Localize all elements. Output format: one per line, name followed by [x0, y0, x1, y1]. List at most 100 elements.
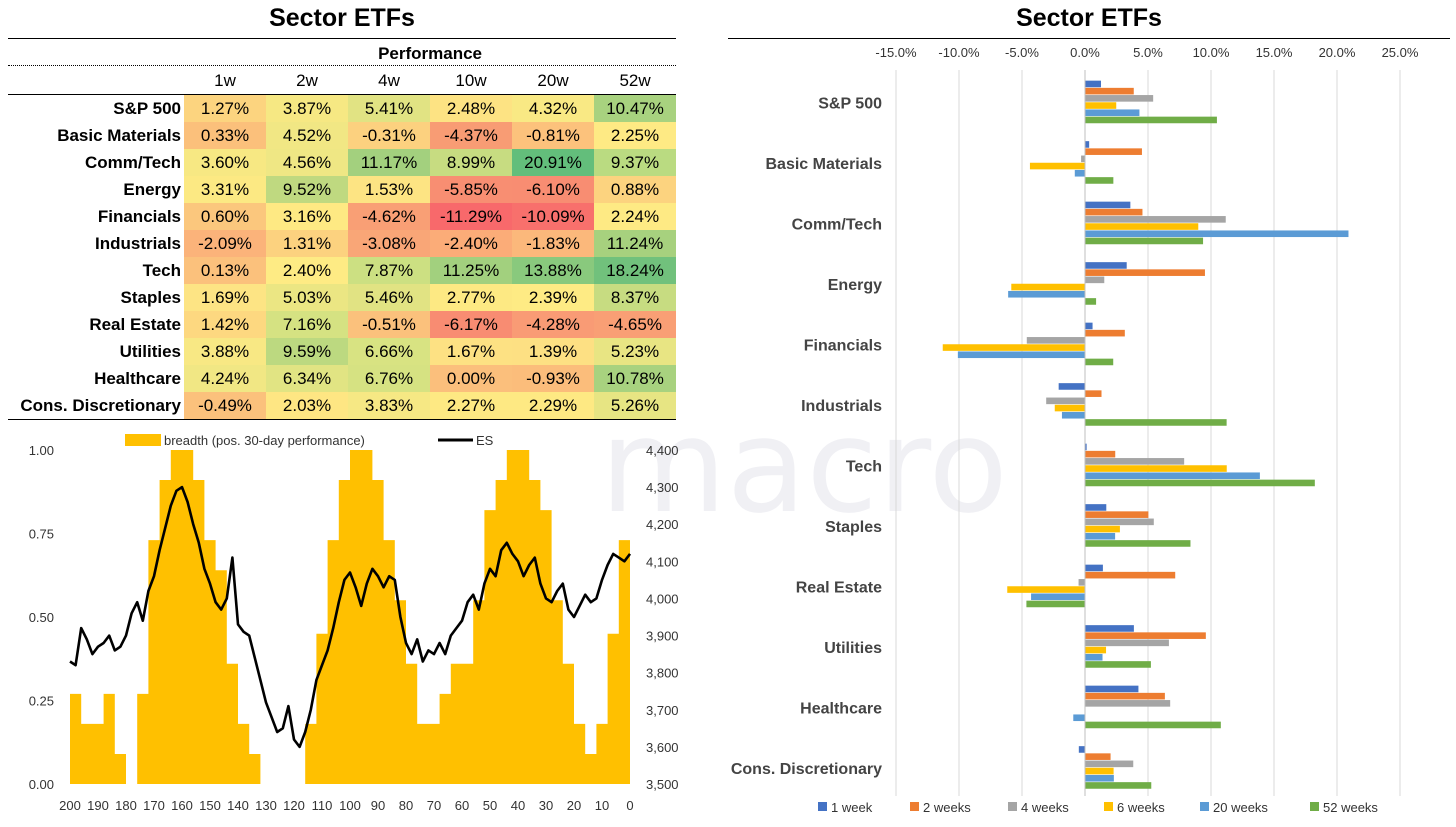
x-tick-label: 130	[255, 798, 277, 813]
performance-cell: 2.25%	[594, 122, 677, 149]
performance-cell: -0.93%	[512, 365, 594, 392]
performance-cell: 2.24%	[594, 203, 677, 230]
category-label: Financials	[804, 337, 882, 354]
table-row: Basic Materials 0.33% 4.52% -0.31% -4.37% -0.…	[8, 122, 677, 149]
legend-label: 4 weeks	[1021, 800, 1069, 815]
sector-name: Utilities	[8, 338, 184, 365]
bar-2-weeks	[1085, 753, 1111, 760]
bar-6-weeks	[942, 344, 1085, 351]
performance-cell: 11.25%	[430, 257, 512, 284]
column-header: 20w	[537, 70, 569, 90]
performance-cell: 11.24%	[594, 230, 677, 257]
performance-cell: 1.31%	[266, 230, 348, 257]
y-right-tick-label: 3,700	[646, 703, 679, 718]
y-right-tick-label: 3,500	[646, 777, 679, 792]
performance-table: Performance 1w 2w 4w 10w 20w 52w S&P 500 1.27%…	[8, 40, 677, 420]
performance-cell: 0.13%	[184, 257, 266, 284]
performance-cell: 5.46%	[348, 284, 430, 311]
performance-cell: 10.78%	[594, 365, 677, 392]
bar-52-weeks	[1085, 721, 1221, 729]
breadth-es-chart: breadth (pos. 30-day performance) ES 0.00 0…	[29, 433, 679, 813]
bar-4-weeks	[1085, 639, 1169, 647]
y-right-tick-label: 4,100	[646, 554, 679, 569]
category-label: Healthcare	[800, 700, 882, 717]
performance-cell: 2.03%	[266, 392, 348, 420]
x-tick-label: 80	[399, 798, 413, 813]
column-header: 2w	[296, 70, 318, 90]
x-tick-label: 90	[371, 798, 385, 813]
bar-20-weeks	[957, 351, 1085, 359]
legend-label-breadth: breadth (pos. 30-day performance)	[164, 433, 365, 448]
bar-2-weeks	[1085, 87, 1134, 95]
x-tick-label: 30	[539, 798, 553, 813]
bar-4-weeks	[1085, 216, 1226, 223]
x-tick-label: 140	[227, 798, 249, 813]
x-tick-label: 100	[339, 798, 361, 813]
x-tick-label: 70	[427, 798, 441, 813]
legend-swatch-breadth	[125, 434, 161, 446]
performance-cell: 5.03%	[266, 284, 348, 311]
bar-1-week	[1085, 443, 1087, 451]
sector-name: Energy	[8, 176, 184, 203]
performance-cell: 9.59%	[266, 338, 348, 365]
performance-cell: -10.09%	[512, 203, 594, 230]
performance-cell: 2.29%	[512, 392, 594, 420]
table-row: Industrials -2.09% 1.31% -3.08% -2.40% -1.83%…	[8, 230, 677, 257]
y-right-tick-label: 4,000	[646, 591, 679, 606]
legend-label: 52 weeks	[1323, 800, 1378, 815]
table-row: Utilities 3.88% 9.59% 6.66% 1.67% 1.39% 5.23%	[8, 338, 677, 365]
performance-cell: 5.26%	[594, 392, 677, 420]
bar-4-weeks	[1085, 95, 1154, 102]
performance-cell: 2.40%	[266, 257, 348, 284]
performance-cell: 0.00%	[430, 365, 512, 392]
bar-2-weeks	[1085, 329, 1125, 337]
bar-20-weeks	[1085, 653, 1103, 661]
bar-1-week	[1078, 746, 1085, 753]
bar-2-weeks	[1085, 632, 1206, 639]
x-tick-label: 160	[171, 798, 193, 813]
legend-label: 6 weeks	[1117, 800, 1165, 815]
performance-cell: 0.60%	[184, 203, 266, 230]
bar-1-week	[1058, 383, 1085, 390]
category-label: S&P 500	[818, 95, 882, 112]
bar-20-weeks	[1074, 169, 1085, 177]
bar-6-weeks	[1011, 283, 1085, 291]
legend-swatch	[1104, 802, 1113, 811]
category-label: Comm/Tech	[792, 216, 882, 233]
legend-label: 2 weeks	[923, 800, 971, 815]
y-right-tick-label: 3,600	[646, 740, 679, 755]
performance-cell: 9.52%	[266, 176, 348, 203]
x-tick-label: 0	[626, 798, 633, 813]
performance-cell: -4.62%	[348, 203, 430, 230]
x-tick-label: 25.0%	[1382, 45, 1419, 60]
performance-cell: 1.39%	[512, 338, 594, 365]
left-title-rule	[8, 38, 676, 39]
legend-swatch	[910, 802, 919, 811]
y-right-tick-label: 4,200	[646, 517, 679, 532]
column-header: 4w	[378, 70, 400, 90]
performance-cell: -11.29%	[430, 203, 512, 230]
legend-swatch	[1008, 802, 1017, 811]
left-panel-title: Sector ETFs	[269, 4, 415, 32]
x-tick-label: 0.0%	[1070, 45, 1100, 60]
performance-cell: -0.51%	[348, 311, 430, 338]
bar-20-weeks	[1073, 714, 1085, 722]
bar-4-weeks	[1085, 276, 1105, 284]
performance-cell: 6.66%	[348, 338, 430, 365]
bar-1-week	[1085, 625, 1134, 632]
bar-52-weeks	[1085, 177, 1114, 184]
es-line	[69, 485, 632, 749]
bar-2-weeks	[1085, 148, 1142, 155]
y-right-tick-label: 3,800	[646, 666, 679, 681]
bar-20-weeks	[1031, 593, 1085, 601]
legend-label: 20 weeks	[1213, 800, 1268, 815]
right-title-rule	[728, 38, 1450, 39]
performance-cell: 3.87%	[266, 94, 348, 122]
performance-cell: 5.23%	[594, 338, 677, 365]
bar-6-weeks	[1054, 404, 1085, 412]
x-tick-label: 10.0%	[1193, 45, 1230, 60]
performance-cell: 18.24%	[594, 257, 677, 284]
performance-cell: 4.32%	[512, 94, 594, 122]
x-tick-label: -10.0%	[938, 45, 980, 60]
x-tick-label: 20	[567, 798, 581, 813]
